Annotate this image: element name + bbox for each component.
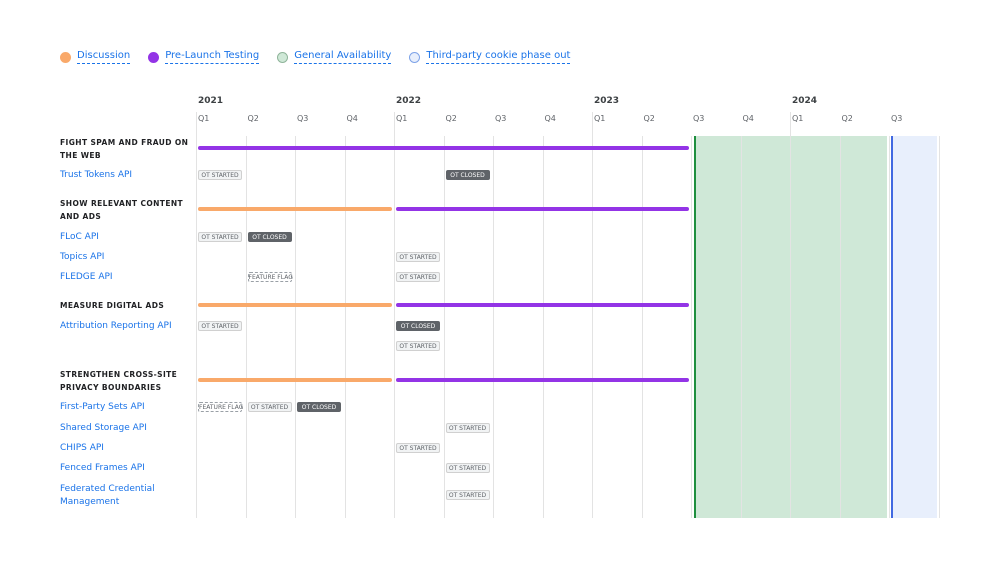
badge-ot-started: OT STARTED bbox=[396, 341, 440, 351]
quarter-label: Q1 bbox=[594, 114, 606, 123]
badge-feature-flag: FEATURE FLAG bbox=[198, 402, 244, 412]
pre-launch-dot-icon bbox=[148, 51, 160, 63]
phase-bar-discussion bbox=[198, 378, 392, 382]
badge-ot-closed: OT CLOSED bbox=[247, 232, 292, 242]
api-link[interactable]: Federated Credential Management bbox=[60, 484, 155, 507]
badge-ot-started: OT STARTED bbox=[247, 402, 292, 412]
group-heading: SHOW RELEVANT CONTENT AND ADS bbox=[60, 199, 184, 221]
quarter-gridline bbox=[889, 136, 890, 518]
badge-ot-started: OT STARTED bbox=[198, 232, 242, 242]
discussion-dot-icon bbox=[60, 51, 71, 63]
quarter-label: Q2 bbox=[643, 114, 655, 123]
quarter-gridline bbox=[938, 136, 940, 518]
quarter-label: Q2 bbox=[445, 114, 457, 123]
badge-ot-started: OT STARTED bbox=[396, 443, 440, 453]
year-label: 2024 bbox=[792, 96, 818, 106]
badge-ot-closed: OT CLOSED bbox=[396, 321, 440, 331]
quarter-gridline bbox=[691, 136, 692, 518]
quarter-gridline bbox=[443, 136, 445, 518]
badge-ot-closed: OT CLOSED bbox=[445, 170, 490, 180]
cookie-phase-out-region bbox=[891, 136, 937, 518]
quarter-label: Q3 bbox=[693, 114, 705, 123]
badge-ot-started: OT STARTED bbox=[198, 170, 242, 180]
badge-ot-started: OT STARTED bbox=[396, 272, 440, 282]
quarter-gridline bbox=[196, 112, 197, 518]
quarter-gridline bbox=[740, 136, 742, 518]
group-heading: MEASURE DIGITAL ADS bbox=[60, 301, 165, 310]
phase-bar-pre-launch-testing bbox=[396, 207, 689, 211]
group-heading: STRENGTHEN CROSS-SITE PRIVACY BOUNDARIES bbox=[60, 370, 178, 392]
phase-bar-pre-launch-testing bbox=[396, 378, 689, 382]
api-link[interactable]: Fenced Frames API bbox=[60, 463, 145, 473]
api-link[interactable]: Shared Storage API bbox=[60, 423, 147, 433]
quarter-label: Q1 bbox=[396, 114, 408, 123]
quarter-label: Q2 bbox=[247, 114, 259, 123]
year-label: 2021 bbox=[198, 96, 224, 106]
quarter-label: Q4 bbox=[346, 114, 358, 123]
legend-label: General Availability bbox=[294, 50, 392, 64]
legend: Discussion Pre-Launch Testing General Av… bbox=[60, 50, 571, 64]
badge-ot-closed: OT CLOSED bbox=[297, 402, 341, 412]
badge-ot-started: OT STARTED bbox=[445, 490, 490, 500]
quarter-label: Q1 bbox=[198, 114, 210, 123]
quarter-gridline bbox=[295, 136, 296, 518]
quarter-label: Q3 bbox=[891, 114, 903, 123]
cookie-phase-out-dot-icon bbox=[409, 51, 421, 63]
legend-item-general-availability[interactable]: General Availability bbox=[277, 50, 392, 64]
api-link[interactable]: Topics API bbox=[60, 252, 105, 262]
badge-feature-flag: FEATURE FLAG bbox=[247, 272, 293, 282]
phase-bar-discussion bbox=[198, 207, 392, 211]
general-availability-dot-icon bbox=[277, 51, 289, 63]
quarter-label: Q4 bbox=[544, 114, 556, 123]
quarter-gridline bbox=[542, 136, 544, 518]
badge-ot-started: OT STARTED bbox=[198, 321, 242, 331]
legend-item-pre-launch-testing[interactable]: Pre-Launch Testing bbox=[148, 50, 260, 64]
legend-item-discussion[interactable]: Discussion bbox=[60, 50, 131, 64]
quarter-gridline bbox=[592, 112, 593, 518]
legend-label: Pre-Launch Testing bbox=[165, 50, 260, 64]
legend-label: Third-party cookie phase out bbox=[426, 50, 571, 64]
legend-label: Discussion bbox=[77, 50, 131, 64]
api-link[interactable]: Attribution Reporting API bbox=[60, 321, 172, 331]
phase-bar-pre-launch-testing bbox=[396, 303, 689, 307]
api-link[interactable]: Trust Tokens API bbox=[60, 170, 133, 180]
quarter-gridline bbox=[641, 136, 643, 518]
phase-bar-discussion bbox=[198, 303, 392, 307]
api-link[interactable]: FLEDGE API bbox=[60, 272, 113, 282]
group-heading: FIGHT SPAM AND FRAUD ON THE WEB bbox=[60, 138, 189, 160]
phase-bar-pre-launch-testing bbox=[198, 146, 689, 150]
api-link[interactable]: First-Party Sets API bbox=[60, 402, 145, 412]
quarter-gridline bbox=[493, 136, 494, 518]
api-link[interactable]: FLoC API bbox=[60, 232, 99, 242]
quarter-label: Q4 bbox=[742, 114, 754, 123]
quarter-gridline bbox=[394, 112, 395, 518]
badge-ot-started: OT STARTED bbox=[445, 463, 490, 473]
year-label: 2022 bbox=[396, 96, 422, 106]
quarter-label: Q3 bbox=[495, 114, 507, 123]
year-label: 2023 bbox=[594, 96, 620, 106]
quarter-gridline bbox=[344, 136, 346, 518]
badge-ot-started: OT STARTED bbox=[396, 252, 440, 262]
quarter-gridline bbox=[839, 136, 841, 518]
quarter-gridline bbox=[245, 136, 247, 518]
quarter-label: Q1 bbox=[792, 114, 804, 123]
quarter-gridline bbox=[790, 112, 791, 518]
quarter-label: Q3 bbox=[297, 114, 309, 123]
legend-item-cookie-phase-out[interactable]: Third-party cookie phase out bbox=[409, 50, 571, 64]
quarter-label: Q2 bbox=[841, 114, 853, 123]
api-link[interactable]: CHIPS API bbox=[60, 443, 104, 453]
badge-ot-started: OT STARTED bbox=[445, 423, 490, 433]
